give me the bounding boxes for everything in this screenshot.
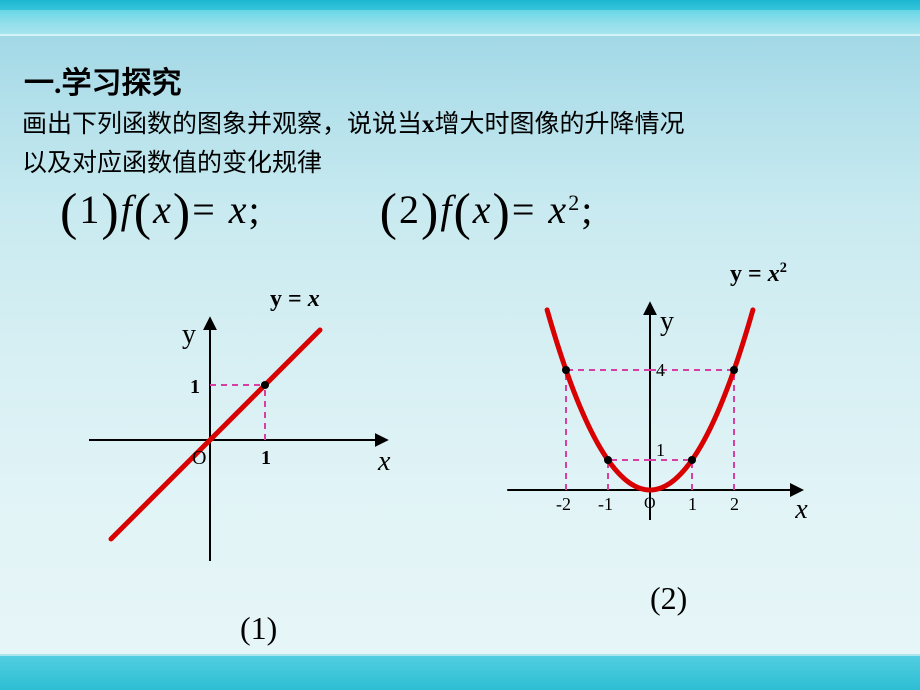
rparen-big: ): [101, 192, 118, 234]
chart-2-eq-label: y = x2: [730, 260, 787, 288]
svg-text:1: 1: [261, 447, 271, 469]
top-decor-band: [0, 0, 920, 34]
rparen-big: ): [421, 192, 438, 234]
prompt-line2: 以及对应函数值的变化规律: [22, 150, 322, 177]
section-heading: 一.学习探究: [24, 58, 182, 102]
formula-2-num: 2: [399, 186, 419, 233]
chart-1-eq-label: y = x: [270, 286, 320, 313]
svg-text:O: O: [644, 495, 656, 512]
chart-2-eq-exp: 2: [780, 260, 787, 276]
svg-text:y: y: [660, 306, 674, 337]
svg-text:y: y: [182, 319, 196, 350]
formula-1-semi: ;: [249, 186, 260, 233]
formula-1: (1)f(x)= x;: [60, 186, 260, 233]
formula-row: (1)f(x)= x; (2)f(x)= x2;: [60, 186, 880, 233]
chart-2: y = x2 -2-11214Oxy (2): [490, 270, 850, 575]
formula-2-f: f: [440, 186, 451, 233]
lparen-arg: (: [453, 192, 470, 234]
svg-text:O: O: [192, 447, 206, 469]
svg-text:1: 1: [190, 376, 200, 398]
lparen-arg: (: [134, 192, 151, 234]
formula-2-rhs-exp: 2: [568, 190, 579, 216]
formula-1-rhs: x: [229, 186, 247, 233]
svg-text:x: x: [794, 494, 808, 525]
eq-sign: =: [512, 186, 535, 233]
svg-text:1: 1: [688, 494, 697, 514]
svg-text:2: 2: [730, 494, 739, 514]
lparen-big: (: [60, 192, 77, 234]
rparen-arg: ): [173, 192, 190, 234]
svg-text:1: 1: [656, 440, 665, 460]
formula-1-x: x: [153, 186, 171, 233]
chart-2-svg: -2 -1 1 2 1 4 Ox y: [490, 270, 850, 570]
chart-2-eq-var: x: [768, 261, 780, 287]
chart-1-eq-prefix: y =: [270, 286, 308, 312]
svg-text:x: x: [377, 446, 391, 477]
prompt-line1a: 画出下列函数的图象并观察，说说当: [22, 111, 422, 138]
formula-1-f: f: [121, 186, 132, 233]
formula-2-rhs-base: x: [548, 186, 566, 233]
svg-text:4: 4: [656, 360, 665, 380]
formula-1-num: 1: [79, 186, 99, 233]
prompt-line1c: 增大时图像的升降情况: [435, 111, 685, 138]
charts-area: y = x O 1 1 x y (1) y = x 2 -2 -1 1 2 1 4 Ox y (2): [40, 270, 880, 670]
eq-sign: =: [192, 186, 215, 233]
chart-1: y = x O11xy (1): [70, 270, 430, 605]
chart-1-eq-var: x: [308, 286, 320, 312]
chart-2-figure-label: (2): [650, 580, 687, 617]
svg-text:-2: -2: [556, 494, 571, 514]
chart-2-eq-prefix: y =: [730, 261, 768, 287]
chart-1-figure-label: (1): [240, 610, 277, 647]
formula-2-x: x: [473, 186, 491, 233]
lparen-big: (: [380, 192, 397, 234]
rparen-arg: ): [493, 192, 510, 234]
prompt-line1-var: x: [422, 111, 435, 138]
svg-text:-1: -1: [598, 494, 613, 514]
formula-2: (2)f(x)= x2;: [380, 186, 593, 233]
chart-1-svg: O 1 1 x y: [70, 270, 430, 600]
prompt-text: 画出下列函数的图象并观察，说说当x增大时图像的升降情况 以及对应函数值的变化规律: [22, 106, 890, 184]
formula-2-semi: ;: [581, 186, 592, 233]
